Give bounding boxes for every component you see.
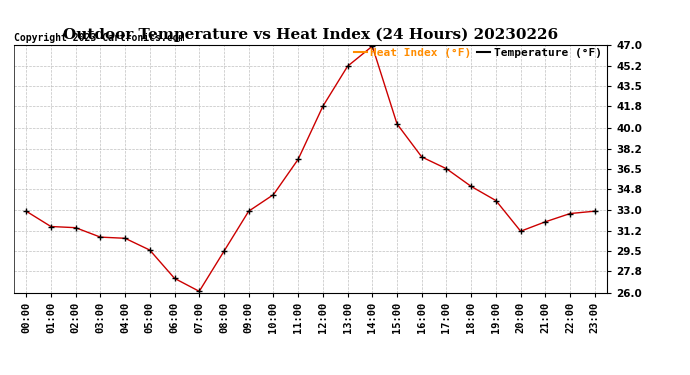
- Title: Outdoor Temperature vs Heat Index (24 Hours) 20230226: Outdoor Temperature vs Heat Index (24 Ho…: [63, 28, 558, 42]
- Text: Copyright 2023 Cartronics.com: Copyright 2023 Cartronics.com: [14, 33, 184, 42]
- Legend: Heat Index (°F), Temperature (°F): Heat Index (°F), Temperature (°F): [353, 48, 602, 58]
